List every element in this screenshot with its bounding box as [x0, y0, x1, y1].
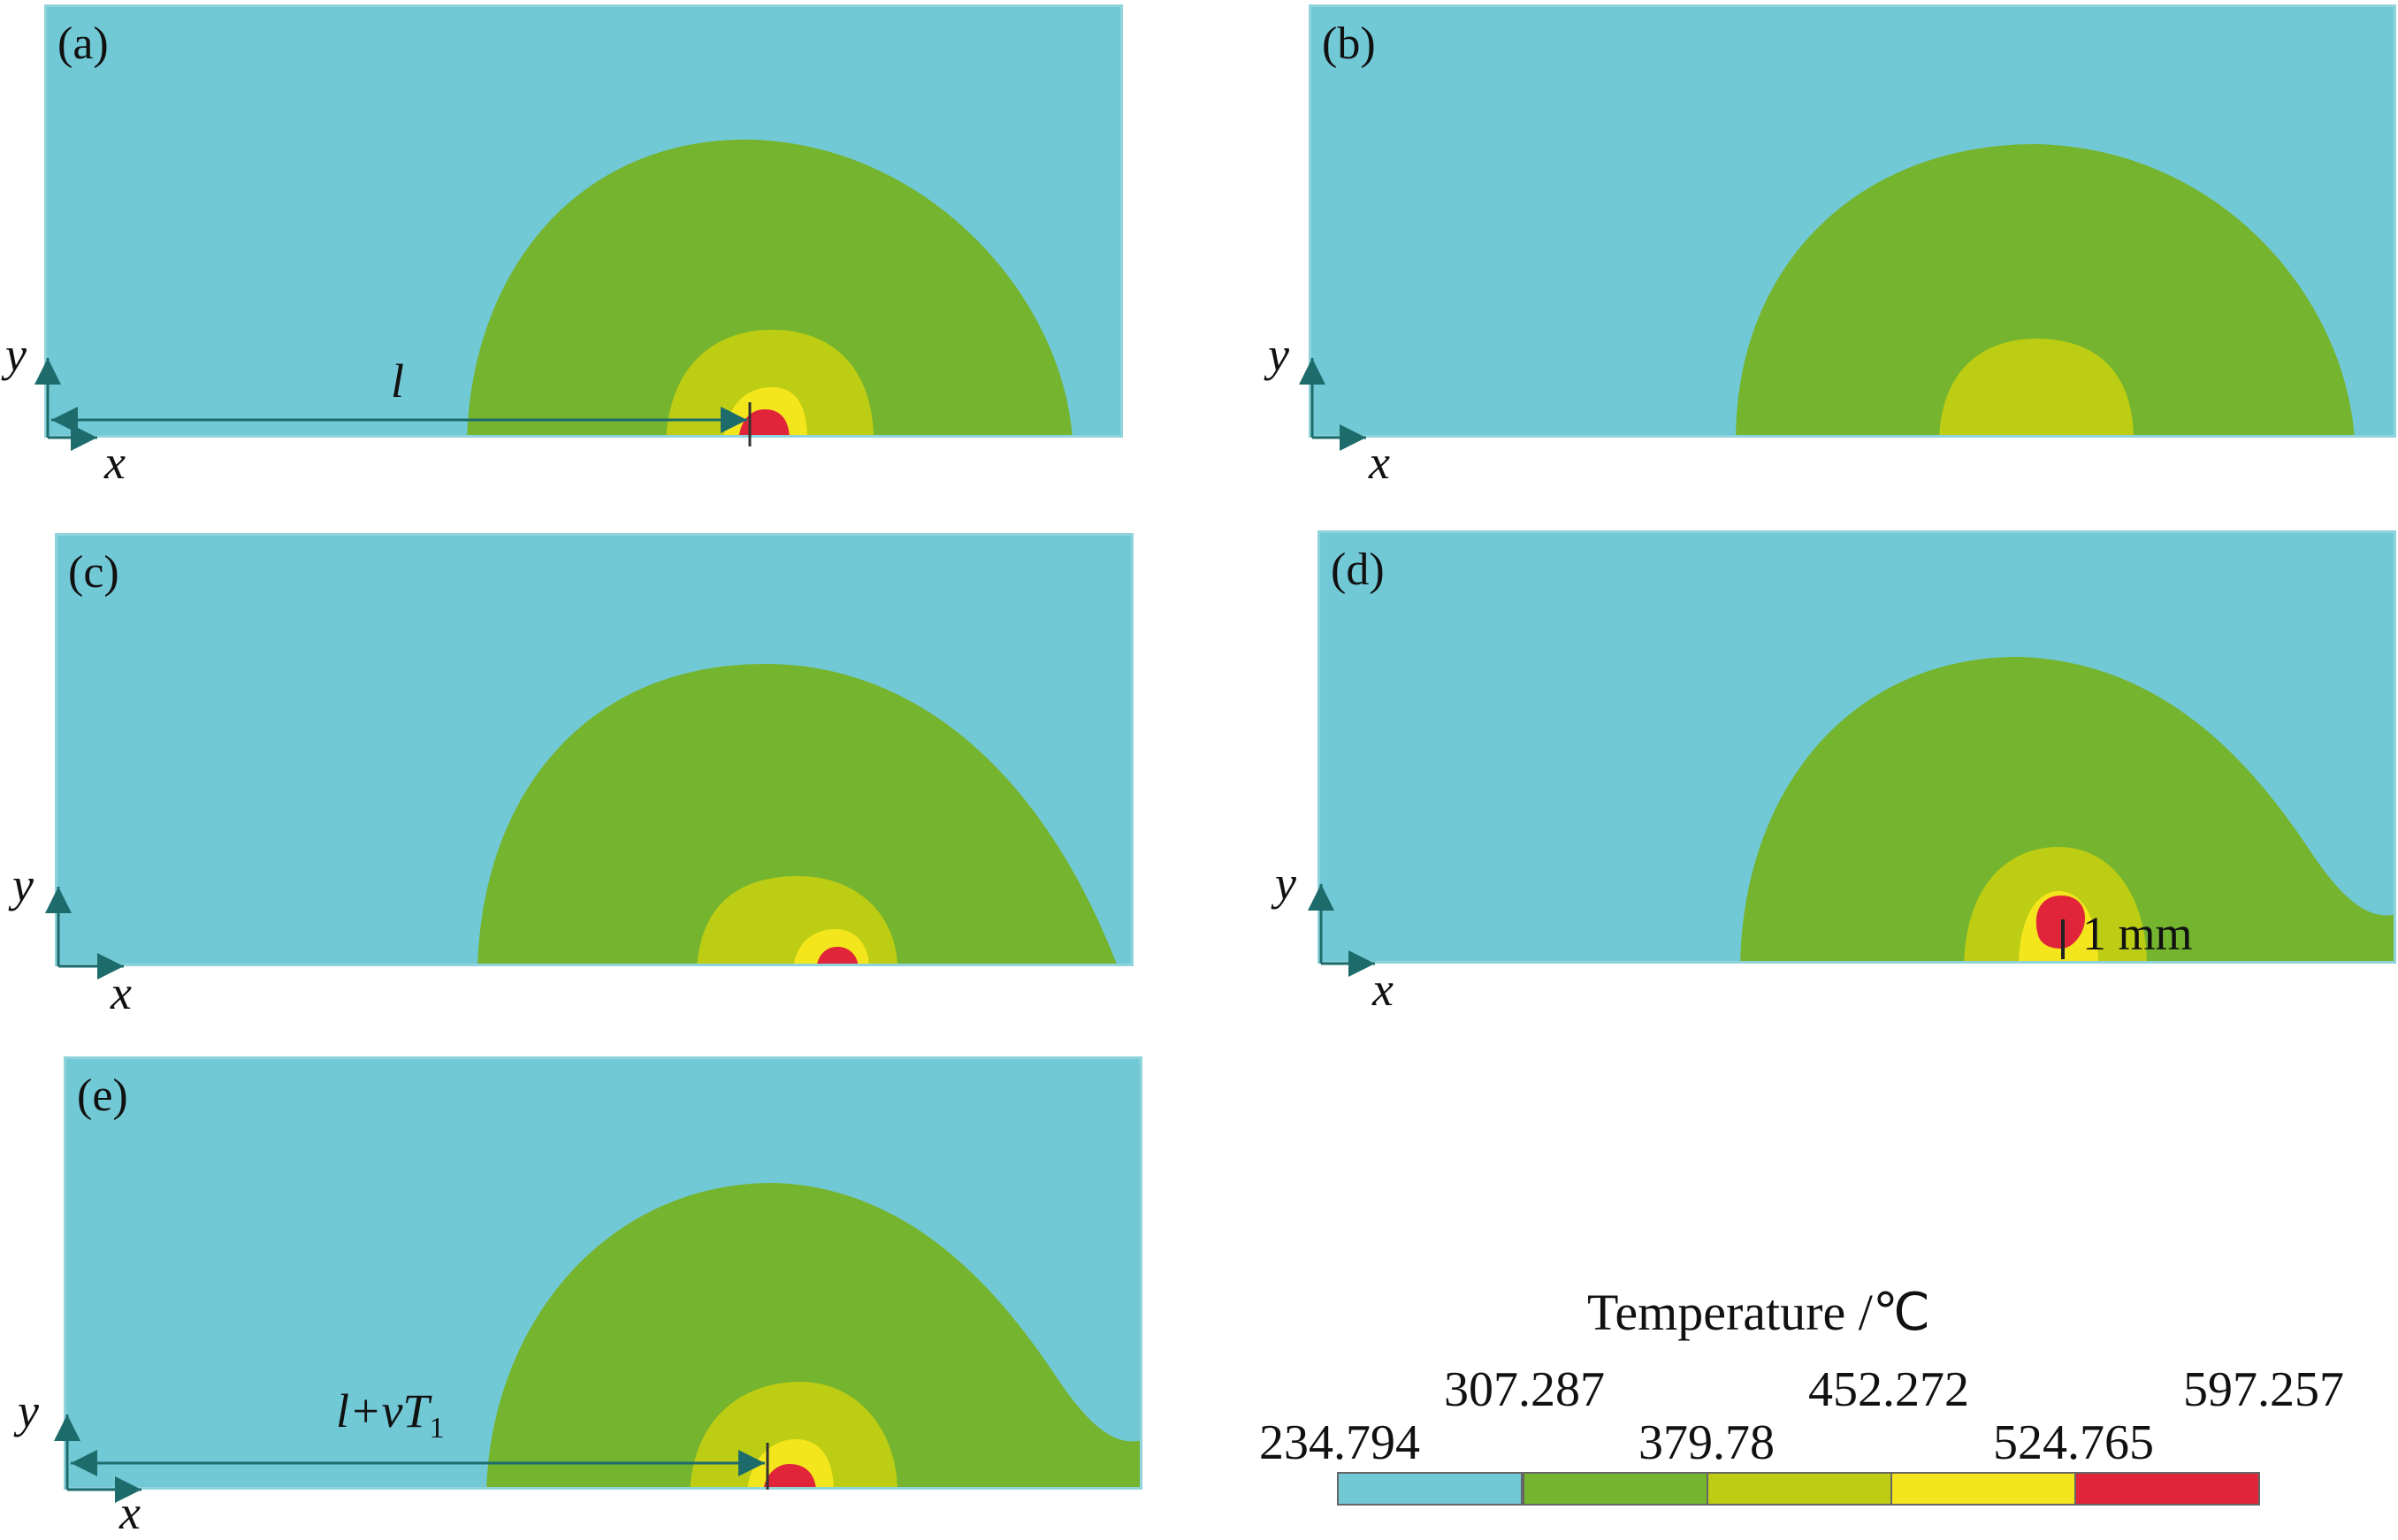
legend-tick: 452.272	[1808, 1362, 1969, 1417]
isotherm-307	[486, 1183, 1140, 1487]
legend-tick: 597.257	[2183, 1362, 2344, 1417]
temperature-field-a	[467, 139, 1073, 435]
legend-swatch	[1523, 1472, 1708, 1506]
legend-tick: 524.765	[1993, 1415, 2154, 1470]
legend-tick: 307.287	[1444, 1362, 1605, 1417]
legend-tick: 234.794	[1259, 1415, 1420, 1470]
temperature-field-e	[486, 1183, 1140, 1487]
legend-swatch	[1707, 1472, 1892, 1506]
panel-a: (a)	[44, 4, 1123, 438]
isotherm-307	[1736, 144, 2355, 435]
panel-b: (b)	[1309, 4, 2396, 438]
panel-c: (c)	[55, 533, 1134, 966]
legend-swatch	[2074, 1472, 2260, 1506]
y-axis-label-c: y	[12, 858, 34, 911]
panel-label: (c)	[68, 547, 119, 598]
isotherm-307	[477, 664, 1117, 964]
x-axis-label-c: x	[111, 966, 132, 1019]
panel-label: (b)	[1322, 19, 1376, 69]
y-axis-label-b: y	[1268, 328, 1289, 381]
legend-swatch	[1890, 1472, 2076, 1506]
isotherm-525	[764, 1464, 816, 1487]
isotherm-525	[739, 409, 790, 435]
panel-label: (e)	[77, 1071, 128, 1121]
distance-offset: +vT	[349, 1384, 430, 1437]
y-axis-label-a: y	[5, 328, 27, 381]
isotherm-525	[817, 947, 859, 964]
panel-label: (a)	[57, 19, 109, 69]
panel-d: (d)	[1317, 530, 2396, 964]
isotherm-380	[1939, 339, 2134, 435]
distance-label-e: l+vT1	[336, 1384, 444, 1445]
x-axis-label-e: x	[119, 1486, 141, 1539]
y-axis-label-d: y	[1275, 857, 1296, 910]
legend-tick: 379.78	[1638, 1415, 1775, 1470]
distance-symbol: l	[391, 355, 405, 408]
isotherm-307	[1740, 657, 2394, 961]
scale-label-d: 1 mm	[2082, 907, 2193, 960]
legend-swatch	[1337, 1472, 1523, 1506]
distance-symbol: l	[336, 1384, 350, 1437]
temperature-field-d	[1740, 657, 2394, 961]
temperature-field-b	[1736, 144, 2355, 435]
x-axis-label-d: x	[1372, 963, 1394, 1016]
temperature-field-c	[477, 664, 1117, 964]
panel-e: (e)	[64, 1056, 1142, 1490]
x-axis-label-b: x	[1369, 436, 1390, 489]
isotherm-525	[2035, 896, 2085, 949]
y-axis-label-e: y	[18, 1384, 39, 1437]
legend-title: Temperature /℃	[1587, 1284, 1930, 1341]
panel-label: (d)	[1331, 545, 1385, 595]
x-axis-label-a: x	[104, 436, 126, 489]
distance-label-a: l	[391, 354, 404, 408]
isotherm-307	[467, 139, 1073, 435]
period-subscript: 1	[429, 1411, 445, 1445]
